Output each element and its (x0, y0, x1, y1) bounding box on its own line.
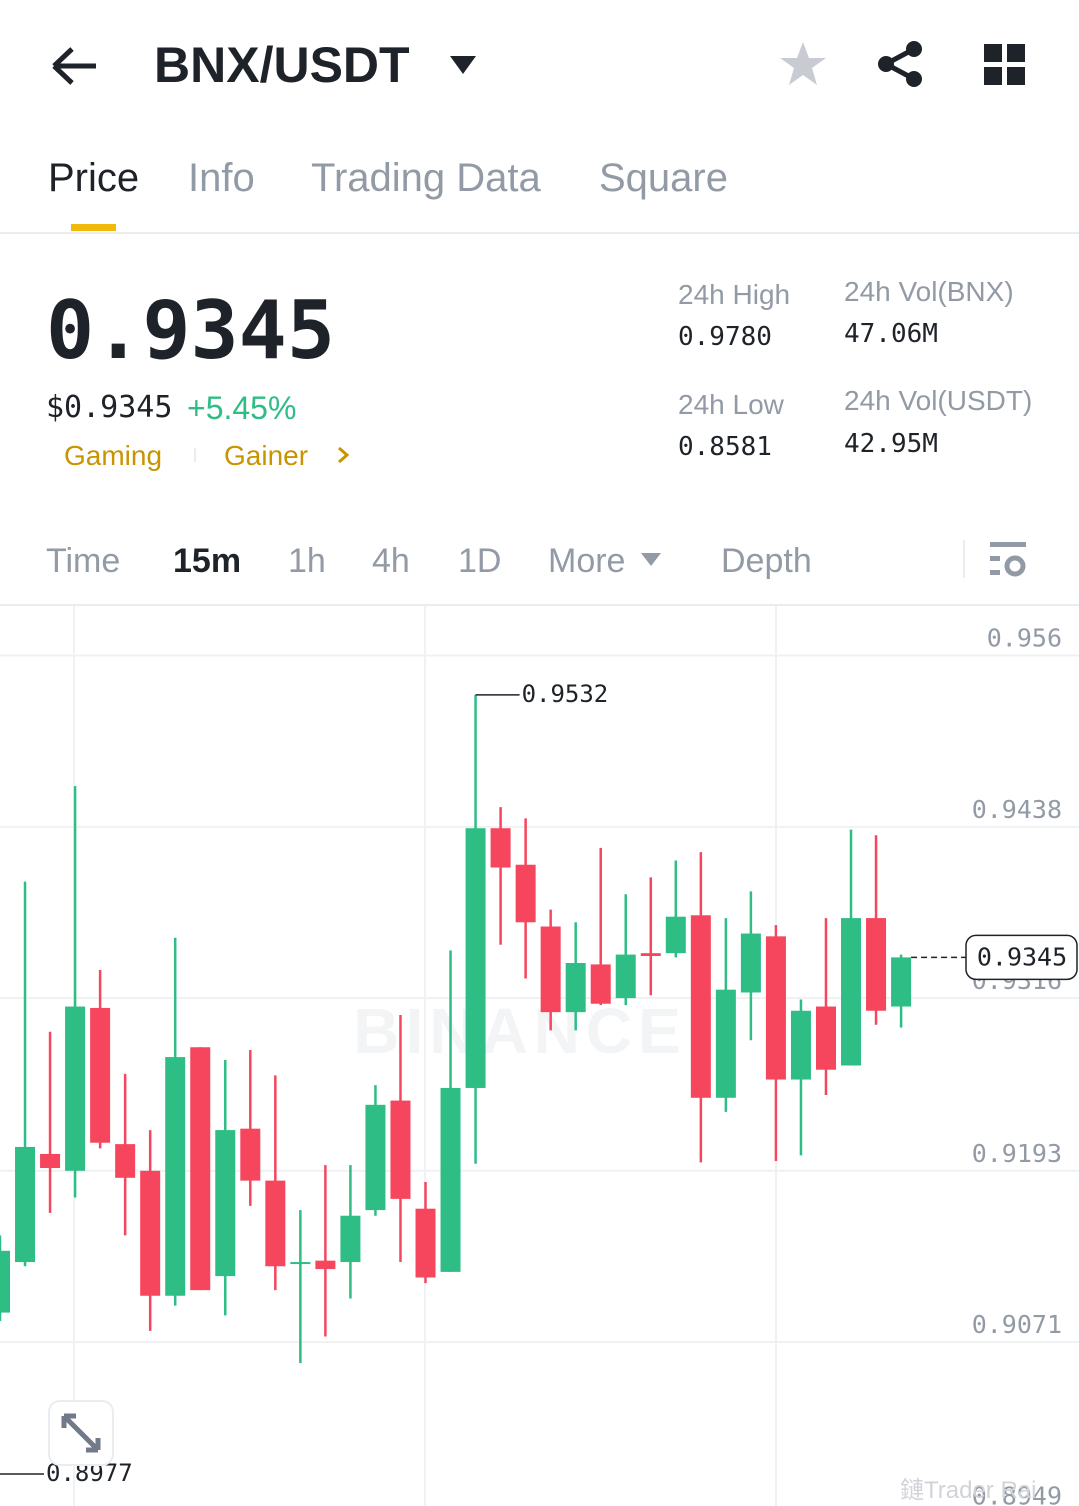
candle-body (240, 1128, 261, 1181)
candle-body (390, 1100, 411, 1199)
y-tick-label: 0.9438 (972, 795, 1062, 824)
candle-body (265, 1180, 286, 1267)
candle-body (866, 918, 887, 1011)
candle-body (415, 1208, 436, 1278)
candle-body (140, 1170, 161, 1296)
stat-label: 24h Vol(BNX) (844, 276, 1014, 307)
divider (0, 604, 1079, 606)
last-price: 0.9345 (46, 284, 335, 377)
stat-value: 42.95M (844, 429, 938, 459)
candle-body (640, 953, 661, 956)
candle-body (115, 1144, 136, 1178)
y-tick-label: 0.8949 (972, 1481, 1062, 1506)
candle-body (515, 864, 536, 923)
tab[interactable]: Info (188, 156, 255, 200)
candle-body (215, 1130, 236, 1277)
candle-body (465, 828, 486, 1088)
high-label: 0.9532 (522, 680, 609, 708)
tab[interactable]: Trading Data (311, 156, 541, 200)
candle-body (565, 963, 586, 1013)
separator (963, 540, 965, 578)
credit: 鏈Trader Rai (900, 1477, 1037, 1504)
tab[interactable]: Price (48, 156, 140, 200)
candle-body (740, 933, 761, 993)
candle-body (490, 828, 511, 868)
stat-label: 24h Vol(USDT) (844, 385, 1033, 416)
more-dropdown (641, 553, 661, 566)
divider (0, 232, 1079, 234)
timeframe[interactable]: Depth (721, 542, 812, 580)
y-tick-label: 0.9071 (972, 1310, 1062, 1339)
layout-menu[interactable] (984, 44, 1026, 86)
candle-body (615, 954, 636, 999)
stat-value: 0.8581 (678, 432, 772, 462)
candle-body (891, 957, 912, 1007)
stat-value: 47.06M (844, 319, 938, 349)
timeframe[interactable]: 1h (288, 542, 326, 580)
tab[interactable]: Square (599, 156, 728, 200)
last-price-label: 0.9345 (977, 942, 1067, 971)
usd-price: $0.9345 (46, 390, 173, 425)
candle-body (165, 1057, 186, 1296)
timeframe[interactable]: 4h (372, 542, 410, 580)
timeframe[interactable]: More (548, 542, 626, 580)
timeframe[interactable]: Time (46, 542, 121, 580)
symbol-dropdown[interactable] (448, 54, 478, 76)
candle-body (190, 1047, 211, 1291)
candle-body (815, 1006, 836, 1070)
candle-body (0, 1250, 10, 1313)
timeframe[interactable]: 1D (458, 542, 502, 580)
change: +5.45% (187, 390, 297, 426)
candle-body (90, 1007, 111, 1143)
fullscreen-button[interactable] (48, 1400, 114, 1466)
favorite[interactable] (778, 40, 828, 88)
candle-body (715, 989, 736, 1098)
candle-body (765, 936, 786, 1080)
candle-body (315, 1260, 336, 1270)
stat-label: 24h High (678, 279, 791, 310)
candle-body (690, 915, 711, 1098)
share[interactable] (876, 40, 924, 88)
stat-value: 0.9780 (678, 322, 772, 352)
candle-body (440, 1087, 461, 1272)
candle-body (665, 916, 686, 954)
timeframe[interactable]: 15m (173, 542, 242, 580)
watermark: BINANCE (353, 995, 687, 1067)
candle-body (540, 926, 561, 1013)
tag[interactable]: Gaming (64, 440, 163, 471)
last-price-box (965, 934, 1078, 981)
stat-label: 24h Low (678, 389, 784, 420)
candle-body (15, 1146, 36, 1263)
separator (194, 448, 196, 462)
tag[interactable]: Gainer (224, 440, 309, 471)
candle-body (340, 1215, 361, 1263)
y-tick-label: 0.9193 (972, 1139, 1062, 1168)
candle-body (790, 1010, 811, 1080)
y-tick-label: 0.956 (987, 624, 1062, 653)
tab-indicator (71, 224, 116, 231)
candle-body (65, 1006, 86, 1171)
candle-body (841, 918, 862, 1066)
candle-body (365, 1104, 386, 1211)
candle-body (590, 964, 611, 1004)
chart: BINANCE 0.9560.94380.93160.91930.90710.8… (0, 606, 1079, 1506)
back-button[interactable] (50, 44, 100, 88)
candle-body (40, 1153, 61, 1168)
expand-icon (61, 1413, 101, 1453)
candle-body (290, 1262, 311, 1265)
chevron (338, 446, 350, 464)
chart-settings[interactable] (988, 540, 1028, 580)
symbol[interactable]: BNX/USDT (154, 37, 410, 93)
